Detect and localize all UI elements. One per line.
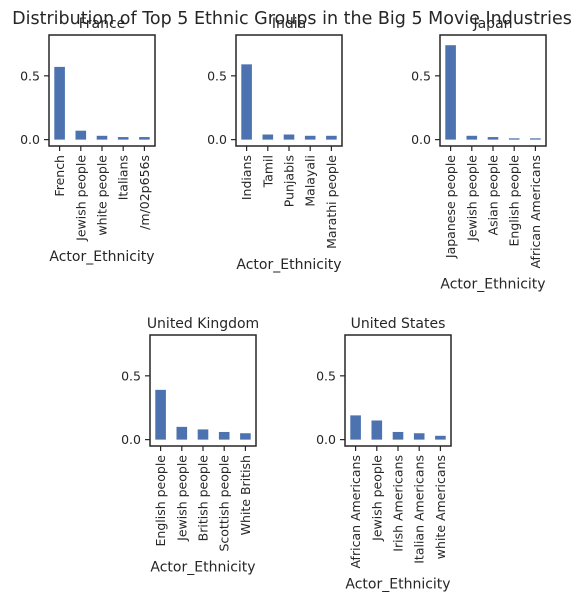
y-tick-label: 0.0 bbox=[121, 432, 141, 447]
y-tick-label: 0.5 bbox=[20, 68, 40, 83]
x-tick-label: African Americans bbox=[528, 155, 543, 269]
x-tick-label: Punjabis bbox=[282, 155, 297, 207]
bar bbox=[508, 138, 520, 140]
y-tick-label: 0.5 bbox=[411, 68, 431, 83]
x-tick-label: Irish Americans bbox=[391, 455, 406, 552]
x-tick-label: French bbox=[52, 155, 67, 197]
x-tick-label: Jewish people bbox=[73, 155, 88, 242]
x-axis-label: Actor_Ethnicity bbox=[49, 249, 154, 265]
bar bbox=[466, 135, 478, 140]
x-tick-label: Jewish people bbox=[464, 155, 479, 242]
bar bbox=[487, 137, 499, 140]
bar bbox=[241, 64, 252, 140]
x-tick-label: Malayali bbox=[303, 155, 318, 207]
bar bbox=[435, 435, 446, 440]
x-tick-label: Tamil bbox=[260, 155, 275, 188]
bar bbox=[413, 433, 425, 440]
x-tick-label: English people bbox=[507, 155, 522, 247]
y-tick-label: 0.0 bbox=[207, 132, 227, 147]
bar bbox=[304, 135, 316, 140]
bar bbox=[283, 134, 295, 140]
x-axis-label: Actor_Ethnicity bbox=[345, 577, 450, 593]
chart-panel-india: India 0.0 0.5 Indians Tamil Punjabis Malayali M… bbox=[207, 16, 343, 273]
x-tick-label: Marathi people bbox=[324, 155, 339, 249]
y-tick-label: 0.5 bbox=[316, 368, 336, 383]
y-tick-label: 0.0 bbox=[411, 132, 431, 147]
panel-title: United States bbox=[351, 316, 446, 332]
x-tick-label: Scottish people bbox=[217, 455, 232, 552]
x-tick-label: Jewish people bbox=[174, 455, 189, 542]
chart-panel-france: France 0.0 0.5 French Jewish people white peo… bbox=[20, 16, 156, 265]
bar bbox=[240, 433, 251, 440]
x-tick-label: white Americans bbox=[433, 455, 448, 559]
bar bbox=[117, 137, 129, 140]
bar bbox=[445, 45, 456, 140]
bar bbox=[96, 135, 108, 140]
x-tick-label: English people bbox=[153, 455, 168, 547]
y-tick-label: 0.0 bbox=[20, 132, 40, 147]
x-tick-label: Italian Americans bbox=[412, 455, 427, 564]
y-tick-label: 0.0 bbox=[316, 432, 336, 447]
chart-panel-united-states: United States 0.0 0.5 African Americans Jewi… bbox=[316, 316, 452, 593]
bar bbox=[392, 431, 404, 440]
panel-title: India bbox=[272, 16, 306, 32]
bar bbox=[75, 130, 87, 140]
x-tick-label: Indians bbox=[239, 155, 254, 200]
bar bbox=[139, 137, 150, 140]
figure-title: Distribution of Top 5 Ethnic Groups in t… bbox=[12, 9, 572, 29]
y-tick-label: 0.5 bbox=[207, 68, 227, 83]
bar bbox=[350, 415, 361, 440]
panel-title: France bbox=[79, 16, 126, 32]
x-tick-label: White British bbox=[238, 455, 253, 535]
y-tick-label: 0.5 bbox=[121, 368, 141, 383]
chart-panel-japan: Japan 0.0 0.5 Japanese people Jewish people A… bbox=[411, 16, 547, 293]
chart-panel-united-kingdom: United Kingdom 0.0 0.5 English people Jewish… bbox=[121, 316, 259, 576]
bar bbox=[371, 420, 383, 440]
x-axis-label: Actor_Ethnicity bbox=[150, 560, 255, 576]
x-tick-label: Jewish people bbox=[369, 455, 384, 542]
x-tick-label: African Americans bbox=[348, 455, 363, 569]
bar bbox=[197, 429, 209, 440]
bar bbox=[54, 66, 65, 140]
bar bbox=[530, 138, 541, 140]
bar bbox=[176, 426, 188, 440]
x-tick-label: Italians bbox=[116, 155, 131, 200]
x-tick-label: Japanese people bbox=[443, 155, 458, 259]
x-tick-label: white people bbox=[95, 155, 110, 236]
bar bbox=[326, 135, 337, 140]
x-tick-label: British people bbox=[196, 455, 211, 542]
panel-title: United Kingdom bbox=[147, 316, 259, 332]
x-tick-label: /m/02p656s bbox=[137, 155, 152, 230]
x-tick-label: Asian people bbox=[486, 155, 501, 236]
x-axis-label: Actor_Ethnicity bbox=[440, 277, 545, 293]
bar bbox=[262, 134, 274, 140]
panel-title: Japan bbox=[472, 16, 512, 32]
bar bbox=[155, 389, 166, 440]
bar bbox=[218, 431, 230, 440]
x-axis-label: Actor_Ethnicity bbox=[236, 257, 341, 273]
